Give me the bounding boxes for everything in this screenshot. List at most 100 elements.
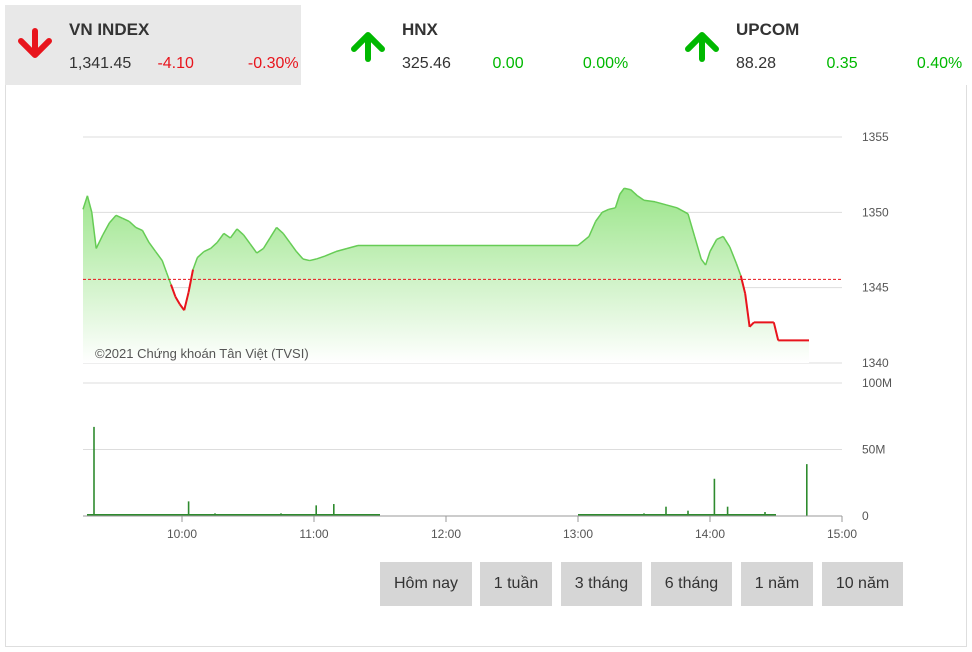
volume-tick-label: 50M: [862, 443, 885, 457]
price-line-segment: [170, 284, 177, 298]
price-line-segment: [608, 207, 616, 211]
ticker-upcom[interactable]: UPCOM 88.28 0.35 0.40%: [672, 5, 968, 85]
price-line-segment: [704, 251, 711, 266]
ticker-percent: 0.00%: [582, 55, 629, 72]
price-line-segment: [269, 227, 278, 239]
price-line-segment: [161, 260, 168, 273]
price-line-segment: [614, 194, 621, 209]
price-line-segment: [722, 236, 731, 248]
axis-labels: 1340 1345 1350 1355 0 50M 100M 10:00 11:00 12:00 1…: [83, 130, 892, 541]
price-line-segment: [630, 189, 638, 197]
price-line-segment: [165, 272, 172, 285]
price-line-segment: [282, 232, 291, 243]
range-button-0[interactable]: Hôm nay: [380, 562, 472, 606]
ticker-change: 0.00: [492, 55, 524, 72]
price-line-segment: [739, 275, 747, 294]
ticker-change: -4.10: [157, 55, 194, 72]
price-line-segment: [102, 222, 111, 236]
price-line-segment: [276, 226, 284, 234]
range-button-3[interactable]: 6 tháng: [651, 562, 732, 606]
arrow-down-icon: [18, 28, 52, 58]
x-tick-label: 12:00: [431, 527, 461, 541]
range-button-5[interactable]: 10 năm: [822, 562, 903, 606]
price-line-segment: [624, 187, 631, 191]
volume-bars: [87, 426, 808, 516]
x-tick-label: 13:00: [563, 527, 593, 541]
ticker-percent: 0.40%: [916, 55, 963, 72]
chart-panel: [5, 85, 967, 647]
volume-tick-label: 100M: [862, 376, 892, 390]
ticker-hnx[interactable]: HNX 325.46 0.00 0.00%: [338, 5, 634, 85]
price-line-segment: [236, 228, 245, 236]
ticker-name: HNX: [402, 20, 438, 39]
price-line-segment: [748, 321, 755, 328]
ticker-value: 88.28: [736, 55, 777, 72]
price-line-segment: [594, 211, 603, 222]
y-tick-label: 1355: [862, 130, 889, 144]
price-area-fill: [83, 188, 809, 363]
price-line-segment: [601, 208, 610, 214]
ticker-percent: -0.30%: [247, 55, 299, 72]
arrow-up-icon: [685, 32, 719, 62]
ticker-name: UPCOM: [736, 20, 800, 39]
price-line-segment: [309, 258, 317, 262]
range-button-2[interactable]: 3 tháng: [561, 562, 642, 606]
price-line-segment: [700, 258, 707, 266]
y-tick-label: 1350: [862, 205, 889, 219]
intraday-chart: 1340 1345 1350 1355 0 50M 100M 10:00 11:00 12:00 1…: [82, 130, 892, 541]
price-line-segment: [196, 250, 205, 259]
price-line-segment: [744, 293, 751, 327]
price-line-segment: [295, 251, 304, 260]
price-line-segment: [335, 247, 348, 253]
price-line-segment: [183, 291, 190, 311]
range-button-1[interactable]: 1 tuần: [480, 562, 552, 606]
price-line-segment: [302, 258, 310, 262]
price-line-segment: [693, 236, 702, 260]
price-line-segment: [203, 247, 211, 253]
price-line-segment: [242, 234, 251, 245]
x-tick-label: 11:00: [299, 527, 328, 541]
price-line-segment: [86, 195, 93, 213]
ticker-value: 325.46: [402, 55, 451, 72]
price-line-segment: [346, 244, 359, 250]
price-line-segment: [122, 217, 130, 223]
price-line-segment: [643, 199, 656, 203]
price-line-segment: [619, 187, 625, 195]
price-line-segment: [108, 214, 117, 224]
price-line-segment: [262, 237, 271, 249]
y-tick-label: 1345: [862, 281, 889, 295]
price-line-segment: [315, 255, 326, 260]
price-line-segment: [95, 234, 104, 249]
price-area: [82, 187, 842, 363]
price-line-segment: [223, 232, 231, 239]
y-tick-label: 1340: [862, 356, 889, 370]
price-line-segment: [772, 322, 780, 341]
price-line-segment: [135, 226, 143, 232]
price-line-segment: [210, 241, 218, 250]
range-button-4[interactable]: 1 năm: [741, 562, 813, 606]
price-line-segment: [229, 228, 238, 239]
price-line-segment: [735, 263, 742, 276]
ticker-change: 0.35: [826, 55, 858, 72]
ticker-name: VN INDEX: [69, 20, 150, 39]
price-line-segment: [729, 246, 738, 264]
price-line-segment: [174, 296, 181, 305]
price-line-segment: [676, 207, 689, 215]
price-line-segment: [577, 235, 590, 247]
price-line-segment: [716, 235, 724, 241]
x-tick-label: 10:00: [167, 527, 197, 541]
price-line-segment: [636, 195, 645, 201]
price-line-segment: [588, 221, 597, 237]
ticker-vnindex[interactable]: VN INDEX 1,341.45 -4.10 -0.30%: [5, 5, 301, 85]
price-line-segment: [154, 251, 163, 261]
price-line-segment: [654, 201, 667, 206]
price-line-segment: [256, 247, 264, 254]
price-line-segment: [141, 230, 150, 243]
arrow-up-icon: [351, 32, 385, 62]
x-tick-label: 14:00: [695, 527, 725, 541]
price-line-segment: [128, 220, 137, 228]
price-line-segment: [665, 204, 678, 209]
price-line-segment: [249, 243, 258, 254]
price-line-segment: [216, 232, 225, 243]
x-tick-label: 15:00: [827, 527, 857, 541]
